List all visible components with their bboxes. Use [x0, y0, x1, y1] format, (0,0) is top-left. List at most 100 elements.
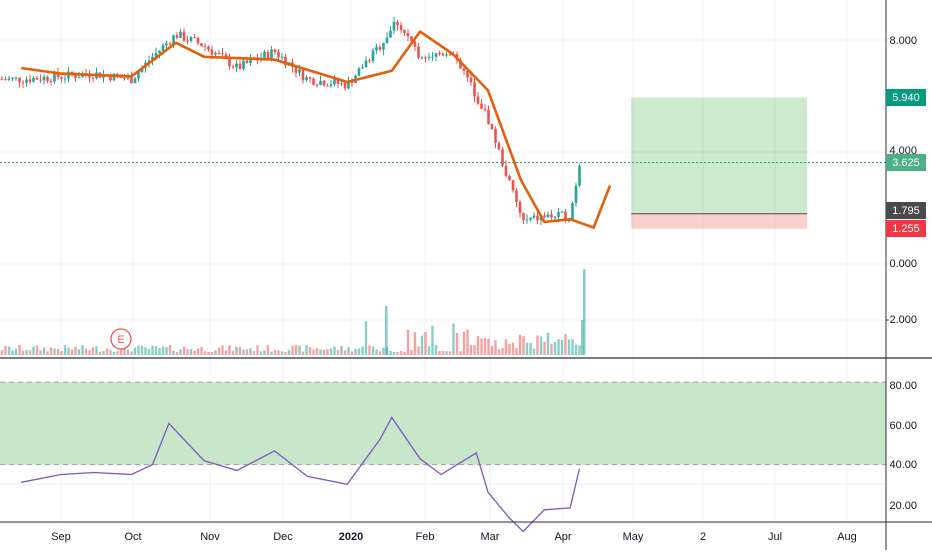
- candle-body: [14, 77, 18, 79]
- moving-average-line: [20, 30, 612, 229]
- rsi-axis[interactable]: 80.00 60.00 40.00 20.00: [889, 380, 917, 512]
- candle-body: [508, 175, 511, 181]
- volume-bar: [525, 342, 529, 355]
- volume-bar: [371, 346, 375, 355]
- candle-body: [42, 76, 46, 81]
- candle-body: [74, 74, 77, 78]
- candle-body: [133, 78, 137, 84]
- volume-bar: [518, 334, 522, 355]
- candle-body: [165, 43, 168, 46]
- volume-bar: [256, 345, 259, 355]
- price-tag-target: [886, 89, 926, 106]
- candle-body: [399, 25, 403, 31]
- price-axis[interactable]: 8.000 4.000 0.000 -2.000 5.940 3.625 1.7…: [886, 35, 926, 326]
- volume-bar: [158, 348, 161, 355]
- volume-bar: [280, 351, 284, 355]
- volume-bar: [417, 346, 420, 355]
- volume-bar: [4, 345, 7, 355]
- price-tag-entry-label: 1.795: [892, 205, 920, 217]
- volume-bar: [102, 350, 105, 355]
- price-tag-entry: [886, 202, 926, 219]
- time-tick: Sep: [51, 531, 71, 543]
- position-loss-zone[interactable]: [631, 213, 808, 229]
- candle-body: [333, 79, 336, 85]
- volume-bar: [312, 349, 315, 355]
- candle-body: [11, 77, 14, 79]
- candle-body: [231, 66, 235, 68]
- volume-bar: [35, 345, 39, 355]
- earnings-marker[interactable]: E: [110, 328, 132, 350]
- volume-bar: [284, 351, 287, 355]
- candle-body: [280, 56, 284, 58]
- rsi-band: [0, 382, 886, 465]
- volume-bar: [483, 338, 487, 355]
- volume-bar: [214, 350, 217, 355]
- candle-body: [406, 33, 410, 37]
- time-tick: Aug: [837, 531, 857, 543]
- volume-bar: [266, 345, 270, 355]
- volume-bar: [200, 346, 203, 355]
- volume-bar: [221, 345, 224, 355]
- volume-bar: [375, 349, 378, 355]
- volume-bar: [60, 351, 63, 355]
- volume-bar: [578, 345, 581, 355]
- candle-body: [567, 220, 571, 222]
- candle-body: [154, 53, 158, 57]
- time-axis[interactable]: Sep Oct Nov Dec 2020 Feb Mar Apr May 2 J…: [51, 531, 857, 543]
- volume-bar: [182, 346, 186, 355]
- volume-bar: [273, 349, 277, 355]
- volume-bar: [116, 351, 119, 355]
- volume-bar: [305, 345, 308, 355]
- volume-bar: [263, 350, 266, 355]
- candle-body: [270, 49, 273, 59]
- volume-bar: [427, 346, 431, 355]
- candle-body: [424, 57, 427, 59]
- time-tick: Oct: [124, 531, 141, 543]
- volume-bar: [438, 350, 441, 355]
- volume-bar: [217, 347, 221, 355]
- volume-bar: [504, 339, 508, 355]
- candle-body: [564, 211, 567, 222]
- candle-body: [32, 77, 35, 82]
- time-tick: Mar: [481, 531, 500, 543]
- position-profit-zone[interactable]: [631, 97, 808, 214]
- volume-bar: [119, 346, 123, 355]
- volume-bar: [343, 350, 347, 355]
- volume-bar: [350, 351, 354, 355]
- candle-body: [396, 21, 399, 26]
- candle-body: [7, 78, 11, 80]
- candle-body: [361, 67, 364, 69]
- candle-body: [91, 77, 95, 79]
- price-tick: -2.000: [886, 314, 917, 326]
- volume-bar: [557, 339, 560, 355]
- long-position-tool[interactable]: [631, 97, 808, 229]
- candle-body: [60, 77, 63, 79]
- volume-bar: [571, 339, 574, 355]
- candle-body: [214, 52, 217, 55]
- volume-bar: [46, 351, 49, 355]
- time-tick: Jul: [768, 531, 782, 543]
- volume-bar: [354, 348, 357, 355]
- volume-bar: [63, 345, 67, 355]
- volume-bar: [459, 351, 462, 355]
- candle-body: [501, 149, 504, 166]
- candle-body: [49, 80, 53, 82]
- volume-bar: [238, 347, 242, 355]
- volume-bar: [14, 348, 18, 355]
- candle-body: [284, 56, 287, 66]
- rsi-pane: [0, 381, 886, 533]
- volume-bar: [550, 343, 553, 355]
- candle-body: [459, 60, 462, 69]
- volume-bar: [224, 350, 228, 355]
- volume-bar: [434, 345, 438, 355]
- volume-bar: [494, 340, 497, 355]
- candle-body: [186, 40, 189, 42]
- candle-body: [371, 50, 375, 61]
- candle-body: [389, 30, 392, 38]
- volume-bar: [81, 345, 84, 355]
- candle-body: [368, 60, 371, 62]
- volume-bar: [445, 351, 448, 355]
- volume-bar: [130, 351, 133, 355]
- volume-bar: [406, 329, 410, 355]
